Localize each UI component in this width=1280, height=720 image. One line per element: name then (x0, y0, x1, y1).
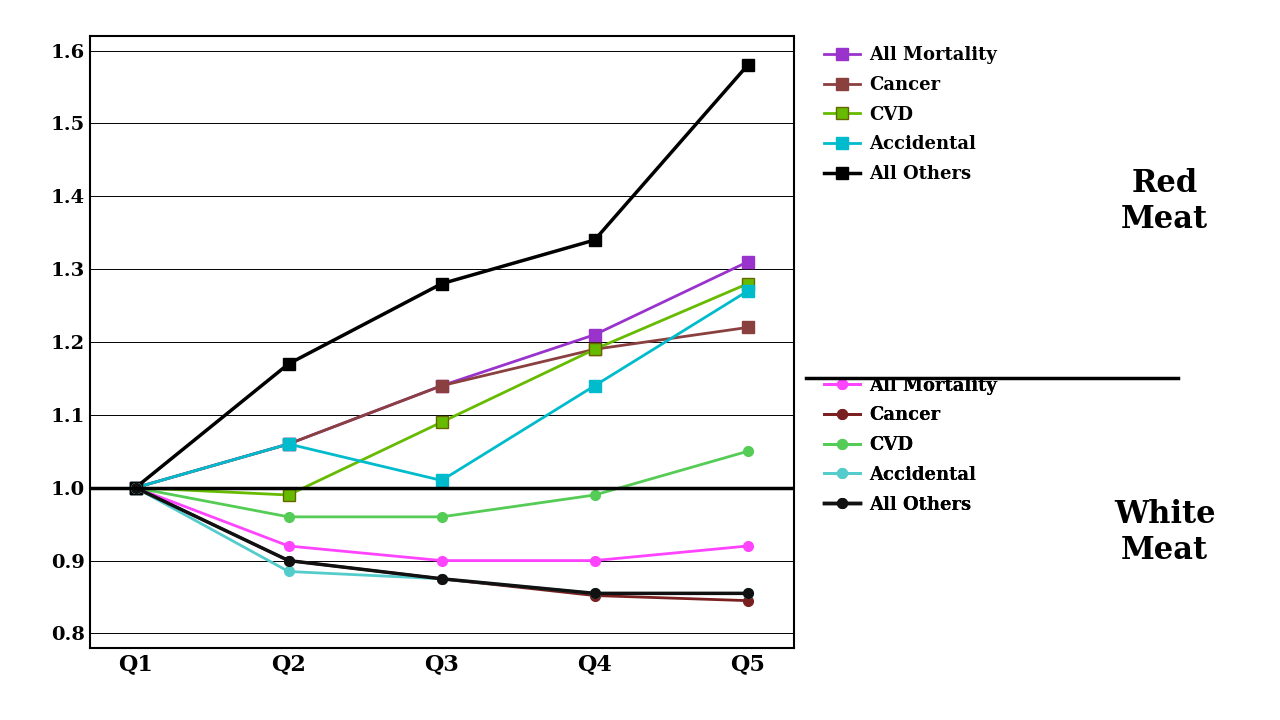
Text: Red
Meat: Red Meat (1121, 168, 1208, 235)
Legend: All Mortality, Cancer, CVD, Accidental, All Others: All Mortality, Cancer, CVD, Accidental, … (817, 369, 1005, 521)
Text: White
Meat: White Meat (1114, 500, 1216, 566)
